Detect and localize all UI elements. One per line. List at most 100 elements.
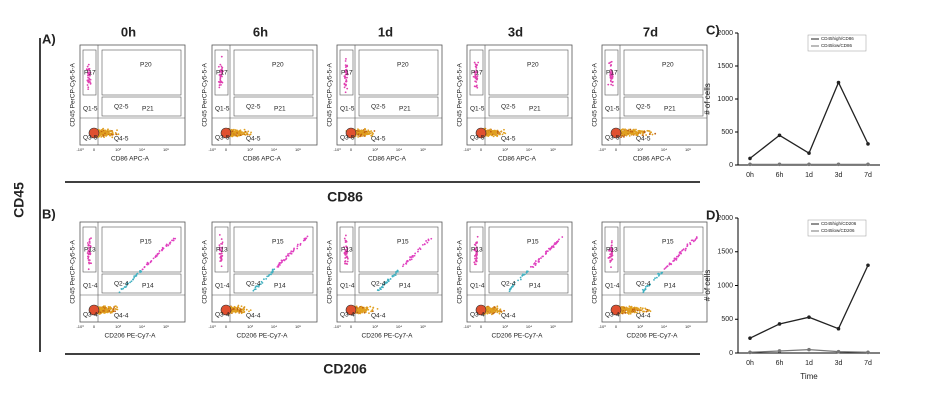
gate xyxy=(623,226,704,273)
event-dot xyxy=(120,288,123,291)
gate-label: Q3-4 xyxy=(340,312,355,319)
tick-label: 0 xyxy=(93,324,96,329)
event-dot xyxy=(498,312,501,315)
density-core xyxy=(220,127,232,139)
event-dot xyxy=(635,128,637,131)
event-dot xyxy=(234,130,237,133)
event-dot xyxy=(648,309,650,312)
event-dot xyxy=(610,83,613,86)
event-dot xyxy=(623,310,625,313)
event-dot xyxy=(474,257,476,260)
event-dot xyxy=(624,130,627,132)
event-dot xyxy=(87,74,89,77)
gate-label: P15 xyxy=(272,239,284,246)
event-dot xyxy=(473,71,476,73)
event-dot xyxy=(257,285,260,288)
event-dot xyxy=(368,132,370,135)
event-dot xyxy=(668,262,671,265)
x-tick-label: 7d xyxy=(864,172,872,179)
gate-label: Q1-5 xyxy=(340,106,355,113)
x-tick-label: 6h xyxy=(776,360,784,367)
event-dot xyxy=(356,308,358,310)
event-dot xyxy=(296,243,299,246)
event-dot xyxy=(408,258,411,261)
gate-label: Q1-4 xyxy=(470,283,485,290)
event-dot xyxy=(498,309,501,312)
event-dot xyxy=(499,310,502,313)
point xyxy=(836,349,841,354)
event-dot xyxy=(346,250,349,253)
event-dot xyxy=(220,70,223,73)
event-dot xyxy=(637,130,640,132)
tick-label: 10⁵ xyxy=(295,147,301,152)
event-dot xyxy=(245,133,248,136)
event-dot xyxy=(155,254,157,257)
event-dot xyxy=(271,268,274,271)
point xyxy=(748,350,752,355)
event-dot xyxy=(376,307,379,310)
tick-label: 10⁵ xyxy=(685,147,691,152)
event-dot xyxy=(472,75,475,78)
event-dot xyxy=(87,255,90,258)
event-dot xyxy=(103,311,105,314)
event-dot xyxy=(118,291,121,294)
event-dot xyxy=(344,250,347,253)
event-dot xyxy=(98,308,101,311)
axis-label: CD45 PerCP-Cy5-5-A xyxy=(70,63,77,127)
event-dot xyxy=(141,268,144,271)
event-dot xyxy=(219,74,222,76)
event-dot xyxy=(242,311,245,314)
axis-label: CD86 APC-A xyxy=(243,156,282,163)
event-dot xyxy=(220,55,223,58)
event-dot xyxy=(474,80,477,83)
event-dot xyxy=(361,306,364,309)
gate-label: P21 xyxy=(664,106,676,113)
event-dot xyxy=(230,311,233,314)
event-dot xyxy=(381,285,383,288)
event-dot xyxy=(358,311,361,313)
event-dot xyxy=(114,307,117,310)
gate-label: Q1-5 xyxy=(215,106,230,113)
event-dot xyxy=(218,246,221,249)
event-dot xyxy=(233,134,236,137)
event-dot xyxy=(646,308,649,311)
gate xyxy=(604,226,619,273)
event-dot xyxy=(253,288,256,291)
tick-label: 0 xyxy=(615,147,618,152)
gate-label: Q2-4 xyxy=(246,281,261,288)
tick-label: 0 xyxy=(480,324,483,329)
event-dot xyxy=(359,130,362,132)
event-dot xyxy=(169,241,172,244)
event-dot xyxy=(500,130,503,133)
y-tick-label: 0 xyxy=(729,162,733,169)
gate-label: P17 xyxy=(216,70,228,77)
event-dot xyxy=(644,286,647,288)
tick-label: 0 xyxy=(480,147,483,152)
tick-label: -10³ xyxy=(208,147,216,152)
event-dot xyxy=(621,134,624,137)
event-dot xyxy=(651,133,654,136)
event-dot xyxy=(473,261,476,264)
event-dot xyxy=(635,311,638,314)
event-dot xyxy=(503,309,505,312)
event-dot xyxy=(610,255,613,258)
event-dot xyxy=(99,129,102,132)
event-dot xyxy=(490,310,493,313)
event-dot xyxy=(220,258,223,261)
event-dot xyxy=(627,131,630,134)
event-dot xyxy=(87,88,90,91)
event-dot xyxy=(540,257,542,259)
axis-label: CD86 APC-A xyxy=(111,156,150,163)
axis-label: CD206 PE-Cy7-A xyxy=(105,333,157,340)
event-dot xyxy=(306,235,309,238)
event-dot xyxy=(364,133,367,136)
event-dot xyxy=(299,244,302,246)
event-dot xyxy=(104,305,107,308)
event-dot xyxy=(673,259,675,262)
event-dot xyxy=(346,72,349,75)
x-tick-label: 6h xyxy=(776,172,784,179)
event-dot xyxy=(501,133,504,136)
tick-label: 10⁵ xyxy=(420,147,426,152)
gate-label: P15 xyxy=(662,239,674,246)
gate xyxy=(623,273,704,294)
